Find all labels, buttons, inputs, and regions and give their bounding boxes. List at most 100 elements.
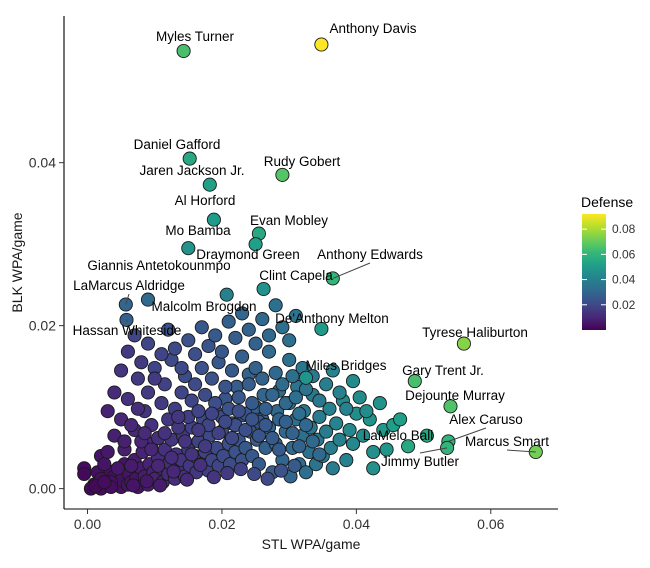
x-tick-label: 0.06 xyxy=(477,516,504,532)
labeled-data-point xyxy=(248,237,263,252)
data-point xyxy=(339,401,354,416)
data-point xyxy=(206,470,221,485)
point-label: Mo Bamba xyxy=(165,223,231,238)
data-point xyxy=(201,338,216,354)
point-label: Tyrese Haliburton xyxy=(422,325,528,340)
point-label: Rudy Gobert xyxy=(264,154,341,169)
data-point xyxy=(258,401,273,416)
data-point xyxy=(231,404,246,419)
labeled-data-point xyxy=(202,177,217,192)
data-point xyxy=(261,344,277,359)
point-label: Daniel Gafford xyxy=(134,137,221,152)
data-point xyxy=(228,330,243,345)
data-point xyxy=(268,298,283,313)
labeled-data-point xyxy=(181,241,196,256)
data-point xyxy=(366,444,381,460)
legend-tick-label: 0.02 xyxy=(612,298,636,312)
data-point xyxy=(124,458,139,473)
data-point xyxy=(278,414,293,429)
data-point xyxy=(356,428,371,443)
data-point xyxy=(233,462,248,477)
data-point xyxy=(97,457,112,472)
point-label: Hassan Whiteside xyxy=(73,323,182,338)
point-label: Dejounte Murray xyxy=(405,388,505,403)
data-point xyxy=(285,369,300,384)
data-point xyxy=(166,464,181,479)
data-point xyxy=(359,404,374,419)
y-axis-title: BLK WPA/game xyxy=(9,212,25,312)
legend-tick-label: 0.06 xyxy=(612,247,636,261)
data-point xyxy=(220,466,235,481)
data-point xyxy=(261,328,277,343)
labeled-data-point xyxy=(443,399,458,414)
legend: Defense 0.02 0.04 0.06 0.08 xyxy=(581,194,636,330)
data-point xyxy=(198,387,213,402)
point-label: Marcus Smart xyxy=(465,434,549,449)
point-label: Al Horford xyxy=(175,193,236,208)
data-point xyxy=(265,387,280,402)
data-point xyxy=(393,412,408,427)
labeled-data-point xyxy=(140,292,156,307)
data-point xyxy=(325,461,340,476)
data-point xyxy=(312,447,327,462)
data-point xyxy=(238,422,253,438)
data-point xyxy=(248,360,263,376)
data-point xyxy=(204,371,219,386)
point-label: Anthony Edwards xyxy=(317,247,423,262)
legend-colorbar xyxy=(582,214,606,330)
labeled-data-point xyxy=(298,370,314,385)
data-point xyxy=(235,306,250,321)
label-connector xyxy=(448,427,487,442)
data-point xyxy=(147,371,162,386)
data-point xyxy=(282,352,297,367)
data-point xyxy=(174,385,189,400)
point-label: Jaren Jackson Jr. xyxy=(139,163,244,178)
data-point xyxy=(188,377,203,392)
data-point xyxy=(204,406,219,421)
data-point xyxy=(298,465,314,480)
data-point xyxy=(241,377,256,392)
data-point xyxy=(247,466,262,482)
data-point xyxy=(184,447,199,462)
labeled-data-point xyxy=(401,439,416,454)
data-point xyxy=(100,404,115,419)
data-point xyxy=(124,418,139,433)
data-point xyxy=(153,478,168,493)
data-point xyxy=(372,396,387,411)
data-point xyxy=(319,377,334,392)
data-point xyxy=(177,434,193,449)
data-point xyxy=(275,377,290,392)
data-point xyxy=(179,472,195,487)
data-point xyxy=(194,360,209,376)
data-point xyxy=(184,393,199,408)
point-label: Clint Capela xyxy=(259,268,333,283)
data-point xyxy=(255,371,270,386)
data-point xyxy=(157,426,172,441)
data-point xyxy=(154,396,169,411)
legend-tick-label: 0.08 xyxy=(612,222,636,236)
data-point xyxy=(268,365,283,380)
data-point xyxy=(342,422,357,438)
data-point xyxy=(352,390,367,405)
data-point xyxy=(77,466,92,482)
data-point xyxy=(260,471,275,486)
y-tick-label: 0.00 xyxy=(29,481,56,497)
label-connector xyxy=(126,319,128,323)
labeled-data-point xyxy=(256,281,271,297)
label-connector xyxy=(125,293,130,305)
data-point xyxy=(130,401,145,416)
data-point xyxy=(120,344,135,359)
data-point xyxy=(107,385,122,400)
data-point xyxy=(282,333,297,348)
data-point xyxy=(218,379,233,394)
data-point xyxy=(140,336,156,351)
data-point xyxy=(214,344,229,359)
data-point xyxy=(167,341,182,356)
data-point xyxy=(312,393,327,408)
data-point xyxy=(292,439,307,454)
data-point xyxy=(139,474,154,489)
data-point xyxy=(144,442,159,457)
x-tick-label: 0.02 xyxy=(208,516,235,532)
data-point xyxy=(251,428,266,443)
